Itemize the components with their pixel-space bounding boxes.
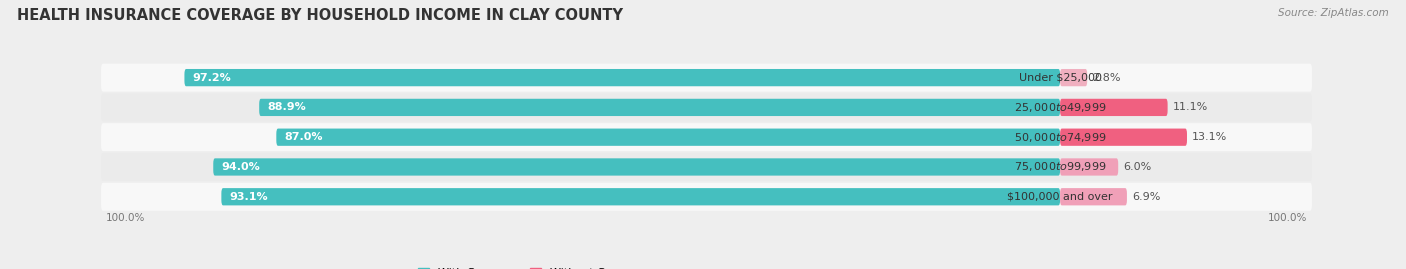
FancyBboxPatch shape — [277, 129, 1060, 146]
FancyBboxPatch shape — [214, 158, 1060, 176]
FancyBboxPatch shape — [1060, 99, 1167, 116]
Text: 88.9%: 88.9% — [267, 102, 305, 112]
Text: 6.0%: 6.0% — [1123, 162, 1152, 172]
FancyBboxPatch shape — [1060, 188, 1128, 206]
FancyBboxPatch shape — [259, 99, 1060, 116]
Text: 11.1%: 11.1% — [1173, 102, 1208, 112]
FancyBboxPatch shape — [101, 93, 1312, 121]
FancyBboxPatch shape — [101, 153, 1312, 181]
FancyBboxPatch shape — [101, 123, 1312, 151]
FancyBboxPatch shape — [1060, 158, 1118, 176]
Text: $25,000 to $49,999: $25,000 to $49,999 — [1014, 101, 1107, 114]
Text: 87.0%: 87.0% — [284, 132, 322, 142]
FancyBboxPatch shape — [101, 183, 1312, 211]
Text: $75,000 to $99,999: $75,000 to $99,999 — [1014, 161, 1107, 174]
FancyBboxPatch shape — [101, 64, 1312, 92]
Text: 97.2%: 97.2% — [193, 73, 231, 83]
FancyBboxPatch shape — [1060, 129, 1187, 146]
Text: 2.8%: 2.8% — [1092, 73, 1121, 83]
Text: Under $25,000: Under $25,000 — [1018, 73, 1101, 83]
FancyBboxPatch shape — [1060, 69, 1087, 86]
Text: $50,000 to $74,999: $50,000 to $74,999 — [1014, 131, 1107, 144]
Text: 6.9%: 6.9% — [1132, 192, 1160, 202]
Text: 13.1%: 13.1% — [1192, 132, 1227, 142]
Text: 94.0%: 94.0% — [221, 162, 260, 172]
FancyBboxPatch shape — [184, 69, 1060, 86]
Text: $100,000 and over: $100,000 and over — [1007, 192, 1112, 202]
Legend: With Coverage, Without Coverage: With Coverage, Without Coverage — [419, 268, 650, 269]
FancyBboxPatch shape — [221, 188, 1060, 206]
Text: Source: ZipAtlas.com: Source: ZipAtlas.com — [1278, 8, 1389, 18]
Text: HEALTH INSURANCE COVERAGE BY HOUSEHOLD INCOME IN CLAY COUNTY: HEALTH INSURANCE COVERAGE BY HOUSEHOLD I… — [17, 8, 623, 23]
Text: 100.0%: 100.0% — [1268, 213, 1308, 223]
Text: 93.1%: 93.1% — [229, 192, 267, 202]
Text: 100.0%: 100.0% — [105, 213, 145, 223]
